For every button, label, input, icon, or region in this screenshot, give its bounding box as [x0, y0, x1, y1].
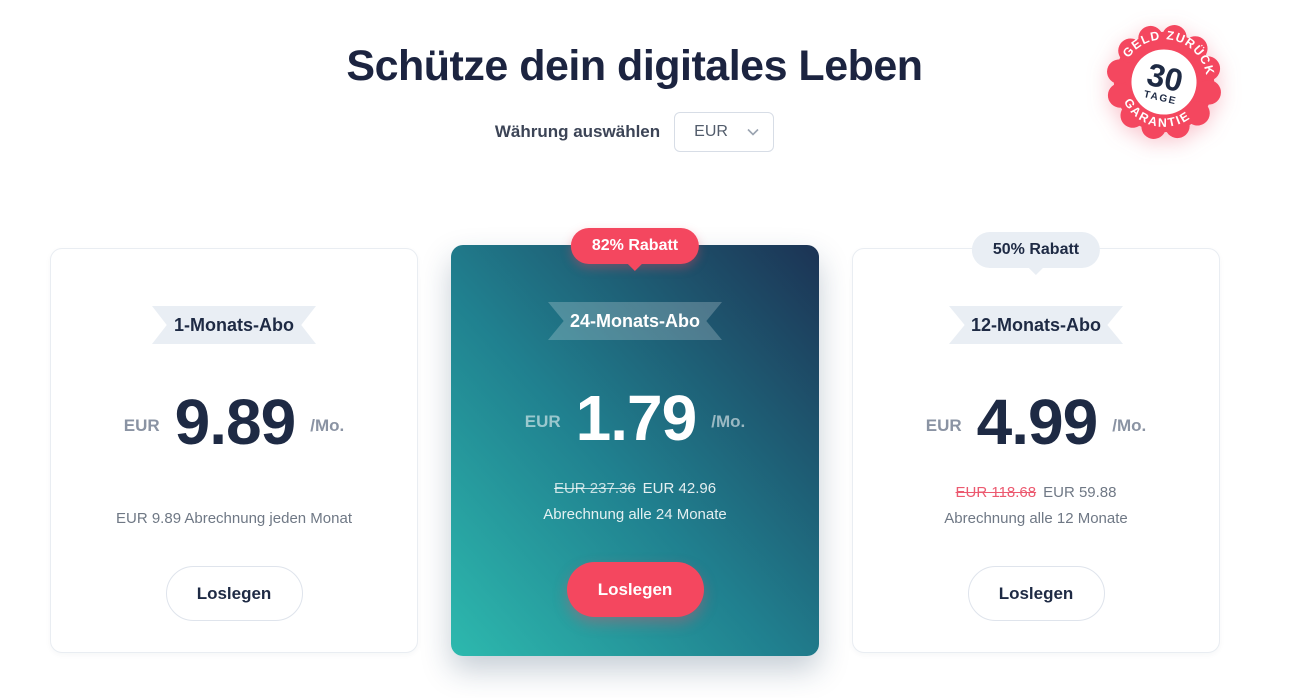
- discount-badge-label: 82% Rabatt: [591, 237, 679, 254]
- billing-note: Abrechnung alle 24 Monate: [543, 506, 727, 523]
- loslegen-button[interactable]: Loslegen: [967, 566, 1105, 621]
- discount-badge: 82% Rabatt: [570, 228, 700, 264]
- billing-info: EUR 237.36 EUR 42.96 Abrechnung alle 24 …: [543, 476, 726, 528]
- plan-name-label: 24-Monats-Abo: [570, 310, 700, 331]
- new-total-price: EUR 59.88: [1043, 484, 1117, 501]
- billing-info: EUR 118.68 EUR 59.88 Abrechnung alle 12 …: [944, 480, 1127, 532]
- old-total-price: EUR 237.36: [553, 480, 636, 497]
- billing-note: Abrechnung alle 12 Monate: [944, 510, 1128, 527]
- plan-name-ribbon: 12-Monats-Abo: [949, 306, 1123, 344]
- new-total-price: EUR 42.96: [642, 480, 717, 497]
- discount-badge: 50% Rabatt: [971, 232, 1101, 268]
- price-amount: 4.99: [976, 386, 1099, 458]
- currency-label: Währung auswählen: [494, 122, 661, 141]
- seal-scalloped-shape: [1107, 25, 1221, 139]
- price-period: /Mo.: [711, 412, 746, 431]
- pricing-cards-row: 1-Monats-Abo EUR 9.89 /Mo. EUR 9.89 Abre…: [50, 228, 1220, 656]
- price-currency: EUR: [524, 412, 561, 431]
- price-period: /Mo.: [310, 416, 345, 435]
- seal-inner-circle: [1131, 49, 1197, 115]
- plan-card-1-month: 1-Monats-Abo EUR 9.89 /Mo. EUR 9.89 Abre…: [50, 248, 418, 653]
- billing-info: EUR 9.89 Abrechnung jeden Monat: [116, 480, 352, 532]
- currency-selected-value: EUR: [694, 123, 728, 140]
- plan-name-ribbon: 1-Monats-Abo: [152, 306, 316, 344]
- loslegen-button[interactable]: Loslegen: [165, 566, 303, 621]
- seal-number: 30: [1144, 56, 1187, 99]
- plan-price: EUR 9.89 /Mo.: [124, 384, 344, 460]
- price-period: /Mo.: [1112, 416, 1147, 435]
- plan-card-24-months: 82% Rabatt 24-Monats-Abo EUR 1.79 /Mo. E…: [451, 228, 819, 656]
- price-amount: 9.89: [174, 386, 297, 458]
- discount-badge-label: 50% Rabatt: [992, 241, 1080, 258]
- chevron-down-icon: [747, 128, 759, 136]
- price-currency: EUR: [123, 416, 160, 435]
- billing-prices-line: EUR 118.68 EUR 59.88: [956, 480, 1117, 506]
- plan-price: EUR 4.99 /Mo.: [926, 384, 1146, 460]
- plan-price: EUR 1.79 /Mo.: [525, 380, 745, 456]
- currency-row: Währung auswählen EUR: [50, 112, 1219, 152]
- billing-note: EUR 9.89 Abrechnung jeden Monat: [116, 510, 352, 527]
- plan-name-label: 1-Monats-Abo: [174, 314, 294, 335]
- plan-name-label: 12-Monats-Abo: [971, 314, 1101, 335]
- old-total-price: EUR 118.68: [955, 484, 1037, 501]
- plan-card-12-months: 50% Rabatt 12-Monats-Abo EUR 4.99 /Mo. E…: [852, 232, 1220, 653]
- price-currency: EUR: [925, 416, 962, 435]
- billing-prices-line: EUR 237.36 EUR 42.96: [554, 476, 716, 502]
- currency-select[interactable]: EUR: [674, 112, 775, 152]
- plan-name-ribbon: 24-Monats-Abo: [548, 302, 722, 340]
- page-title: Schütze dein digitales Leben: [346, 42, 923, 90]
- loslegen-button[interactable]: Loslegen: [566, 562, 704, 617]
- money-back-guarantee-badge: GELD ZURÜCK GARANTIE 30 TAGE: [1107, 18, 1225, 139]
- price-amount: 1.79: [575, 382, 698, 454]
